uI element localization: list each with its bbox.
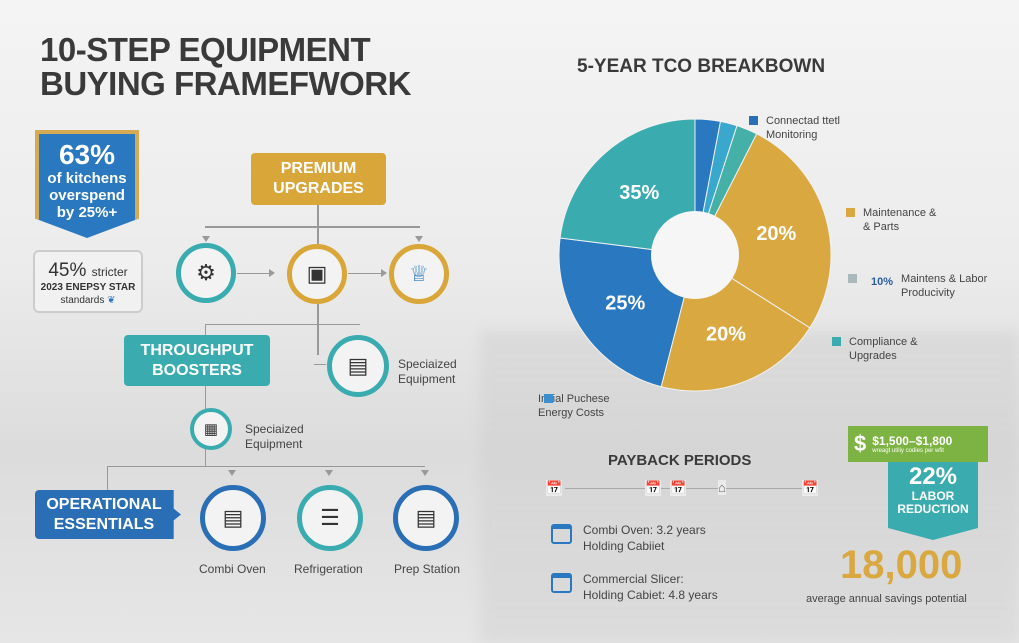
savings-caption: average annual savings potential — [806, 593, 967, 605]
calendar-icon — [551, 524, 572, 544]
payback-item: Commercial Slicer: Holding Cabiet: 4.8 ye… — [583, 572, 718, 602]
overspend-badge: 63% of kitchens overspend by 25%+ — [35, 130, 139, 238]
operational-essentials-box: OPERATIONAL ESSENTIALS — [35, 490, 181, 539]
legend-item: Initial Puchese Energy Costs — [538, 393, 610, 419]
leaf-icon: ❦ — [107, 295, 116, 306]
chart-title: 5-YEAR TCO BREAKBOWN — [577, 56, 826, 77]
labor-reduction-banner: 22% LABOR REDUCTION — [888, 460, 978, 540]
combi-oven-icon: ▤ — [200, 485, 266, 551]
slice-label: 35% — [619, 182, 659, 204]
legend-item: 10% Maintens & Labor Producivity — [848, 272, 987, 300]
mixer-icon: ▣ — [287, 244, 347, 304]
slice-label: 25% — [605, 292, 645, 314]
payback-item: Combi Oven: 3.2 years Holding Cabiiet — [583, 523, 706, 553]
calendar-icon: 📅 — [645, 480, 662, 496]
payback-title: PAYBACK PERIODS — [608, 452, 752, 469]
item-label: Combi Oven — [199, 562, 266, 576]
chef-hat-icon: ♕ — [389, 244, 449, 304]
mixer-small-icon: ▦ — [190, 408, 232, 450]
page-title: 10-STEP EQUIPMENT BUYING FRAMEFWORK — [40, 31, 411, 102]
calendar-icon: 📅 — [670, 480, 687, 496]
item-label: Refrigeration — [294, 562, 363, 576]
item-label: Prep Station — [394, 562, 461, 576]
milestone-icon: ⌂ — [718, 480, 726, 495]
calendar-icon: 📅 — [802, 480, 819, 496]
prep-station-icon: ▤ — [393, 485, 459, 551]
specialized-equipment-label: Speciaized Equipment — [398, 357, 457, 386]
savings-value: 18,000 — [840, 543, 963, 587]
calendar-icon: 📅 — [546, 480, 563, 496]
slice-label: 20% — [706, 323, 746, 345]
legend-item: Maintenance & & Parts — [846, 206, 936, 234]
slicer-icon: ⚙ — [176, 243, 236, 303]
specialized-equipment-label-2: Speciaized Equipment — [245, 422, 304, 451]
energy-star-stat: 45% stricter 2023 ENEPSY STAR standards ❦ — [33, 250, 143, 313]
legend-item: Compliance & Upgrades — [832, 335, 917, 363]
refrigeration-rack-icon: ☰ — [297, 485, 363, 551]
pie-slice — [694, 133, 832, 329]
utility-savings-box: $ $1,500–$1,800 wreagt utiliy codies per … — [848, 426, 988, 462]
throughput-boosters-box: THROUGHPUT BOOSTERS — [124, 335, 270, 386]
premium-upgrades-box: PREMIUM UPGRADES — [251, 153, 386, 205]
calendar-icon — [551, 573, 572, 593]
cabinet-icon: ▤ — [327, 335, 389, 397]
pie-slice — [559, 118, 696, 256]
dollar-icon: $ — [854, 431, 867, 456]
tco-donut-chart: 20% 20% 25% 35% — [558, 118, 832, 392]
donut-hole — [651, 211, 739, 299]
slice-label: 20% — [756, 223, 796, 245]
legend-item: Connectad ttetl Monitoring — [749, 114, 840, 142]
